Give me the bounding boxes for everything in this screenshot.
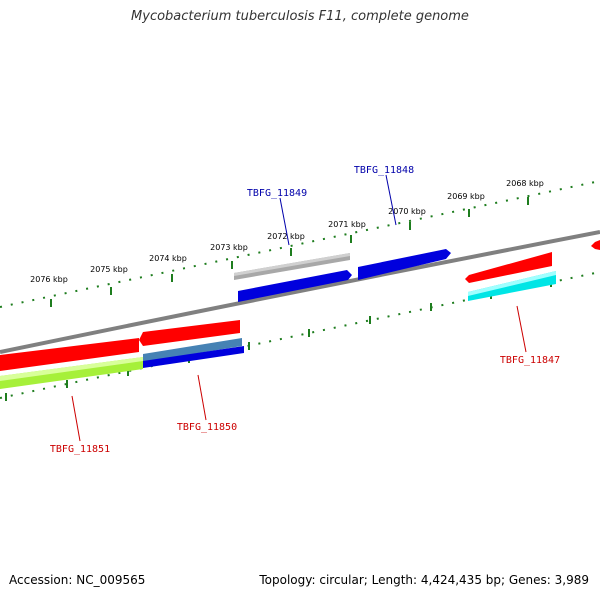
gene-feature-steel[interactable]: [143, 338, 242, 362]
scale-label: 2072 kbp: [267, 232, 305, 241]
scale-label: 2073 kbp: [210, 243, 248, 252]
connector-tbfg-11849: [279, 197, 290, 246]
outer-major-ticks: [50, 197, 529, 307]
map-title: Mycobacterium tuberculosis F11, complete…: [131, 9, 469, 24]
gene-label-tbfg-11847[interactable]: TBFG_11847: [500, 355, 560, 366]
connector-tbfg-11848: [385, 174, 397, 226]
scale-label: 2069 kbp: [447, 192, 485, 201]
scale-label: 2076 kbp: [30, 275, 68, 284]
connector-tbfg-11847: [516, 305, 527, 353]
accession-text: Accession: NC_009565: [9, 573, 146, 587]
gene-labels: TBFG_11847 TBFG_11848 TBFG_11849 TBFG_11850…: [50, 165, 560, 455]
scale-label: 2074 kbp: [149, 254, 187, 263]
gene-feature-edge[interactable]: [591, 240, 600, 250]
gene-feature-tbfg-11848[interactable]: [358, 249, 451, 280]
gene-label-tbfg-11850[interactable]: TBFG_11850: [177, 422, 237, 433]
genome-summary-text: Topology: circular; Length: 4,424,435 bp…: [259, 573, 589, 587]
scale-label: 2070 kbp: [388, 207, 426, 216]
gene-feature-blue-lower[interactable]: [143, 346, 244, 368]
gene-feature-green-highlight: [0, 357, 143, 381]
scale-label: 2071 kbp: [328, 220, 366, 229]
connector-tbfg-11850: [197, 374, 207, 421]
scale-label: 2068 kbp: [506, 179, 544, 188]
gene-label-tbfg-11849[interactable]: TBFG_11849: [247, 188, 307, 199]
gene-feature-tbfg-11849[interactable]: [238, 270, 352, 302]
gene-feature-tbfg-11847[interactable]: [465, 252, 552, 283]
scale-label: 2075 kbp: [90, 265, 128, 274]
gene-feature-tbfg-11850-upper[interactable]: [139, 320, 240, 346]
gene-feature-tbfg-11851[interactable]: [0, 338, 139, 371]
gene-feature-grey-highlight: [234, 253, 350, 276]
connector-tbfg-11851: [71, 395, 81, 442]
genome-backbone: [0, 230, 600, 354]
gene-label-tbfg-11848[interactable]: TBFG_11848: [354, 165, 414, 176]
scale-labels: 2068 kbp 2069 kbp 2070 kbp 2071 kbp 2072 kbp…: [30, 179, 544, 284]
gene-feature-cyan-highlight: [468, 271, 556, 296]
gene-label-tbfg-11851[interactable]: TBFG_11851: [50, 444, 110, 455]
